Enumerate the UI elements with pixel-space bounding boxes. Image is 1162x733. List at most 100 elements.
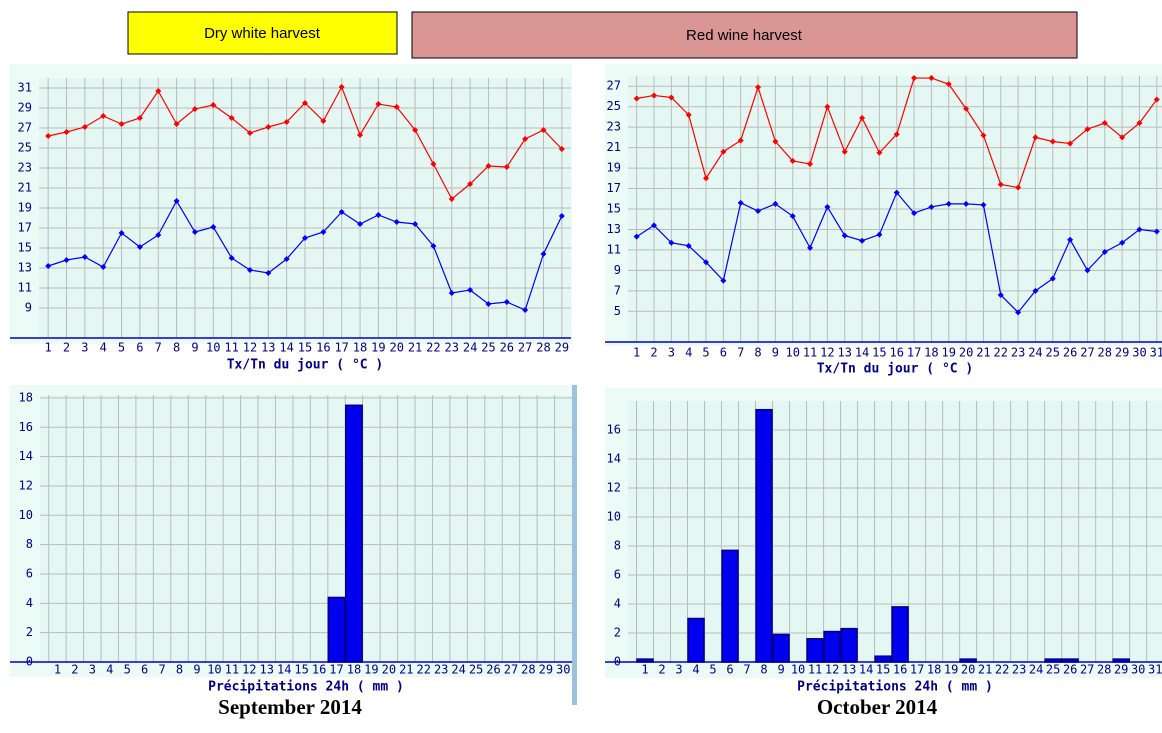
point [412,221,419,227]
point [893,189,900,196]
x-tick-label: 19 [364,663,378,677]
x-tick-label: 26 [1063,346,1077,360]
harvest-box [127,11,398,55]
point [1119,239,1126,246]
bar [1044,658,1062,663]
x-tick-label: 15 [872,346,886,360]
x-tick-label: 10 [207,663,221,677]
point [1067,140,1074,147]
x-tick-label: 21 [399,663,413,677]
y-tick-label: 16 [607,423,621,437]
point [375,101,382,107]
point [1136,120,1143,127]
x-tick-label: 9 [191,341,198,355]
bar [772,633,790,663]
x-tick-label: 19 [371,341,385,355]
x-tick-label: 3 [675,663,682,677]
point [246,267,253,273]
point [448,290,455,296]
x-tick-label: 11 [803,346,817,360]
x-tick-label: 21 [978,663,992,677]
point [81,124,88,130]
point [1015,309,1022,316]
point [155,88,162,94]
point [997,181,1004,188]
y-tick-label: 25 [607,99,621,113]
x-tick-label: 23 [445,341,459,355]
bar [1061,658,1079,663]
point [338,209,345,215]
y-tick-label: 15 [18,241,32,255]
y-tick-label: 2 [614,626,621,640]
harvest-label: Dry white harvest [204,25,321,42]
y-tick-label: 18 [19,390,33,404]
point [633,233,640,240]
y-tick-label: 7 [614,283,621,297]
x-tick-label: 20 [389,341,403,355]
point [540,127,547,133]
x-tick-label: 20 [959,346,973,360]
point [522,307,529,313]
point [136,244,143,250]
point [893,131,900,138]
point [685,111,692,118]
point [265,270,272,276]
x-tick-label: 23 [434,663,448,677]
point [191,106,198,112]
point [503,164,510,170]
x-tick-label: 12 [242,663,256,677]
x-tick-label: 21 [408,341,422,355]
x-tick-label: 27 [1080,663,1094,677]
y-tick-label: 8 [26,537,33,551]
point [393,104,400,110]
x-tick-label: 7 [158,663,165,677]
point [980,201,987,208]
y-tick-label: 21 [607,140,621,154]
point [430,161,437,167]
x-tick-label: 22 [417,663,431,677]
x-tick-label: 7 [155,341,162,355]
y-tick-label: 8 [614,539,621,553]
bar [1112,658,1130,663]
point [1153,96,1160,103]
x-tick-label: 11 [225,663,239,677]
point [430,243,437,249]
x-tick-label: 6 [720,346,727,360]
x-tick-label: 29 [555,341,569,355]
point [789,157,796,164]
y-tick-label: 6 [26,566,33,580]
point [393,219,400,225]
x-tick-label: 27 [1080,346,1094,360]
bar [874,655,892,663]
y-tick-label: 23 [607,120,621,134]
point [246,130,253,136]
point [1067,236,1074,243]
x-tick-label: 10 [206,341,220,355]
point [633,95,640,102]
point [522,136,529,142]
bar [687,617,705,663]
point [1101,248,1108,255]
x-tick-label: 2 [650,346,657,360]
x-tick-label: 25 [469,663,483,677]
point [668,94,675,101]
x-tick-label: 13 [260,663,274,677]
x-tick-label: 6 [726,663,733,677]
x-tick-label: 5 [702,346,709,360]
y-tick-label: 11 [607,242,621,256]
point [755,208,762,215]
x-tick-label: 25 [481,341,495,355]
point [841,232,848,239]
y-tick-label: 19 [607,161,621,175]
x-tick-label: 5 [124,663,131,677]
point [1153,228,1160,235]
point [824,203,831,210]
x-tick-label: 22 [426,341,440,355]
x-tick-label: 14 [855,346,869,360]
point [320,118,327,124]
point [136,115,143,121]
x-tick-label: 12 [825,663,839,677]
point [824,103,831,110]
point [118,121,125,127]
point [1049,138,1056,145]
